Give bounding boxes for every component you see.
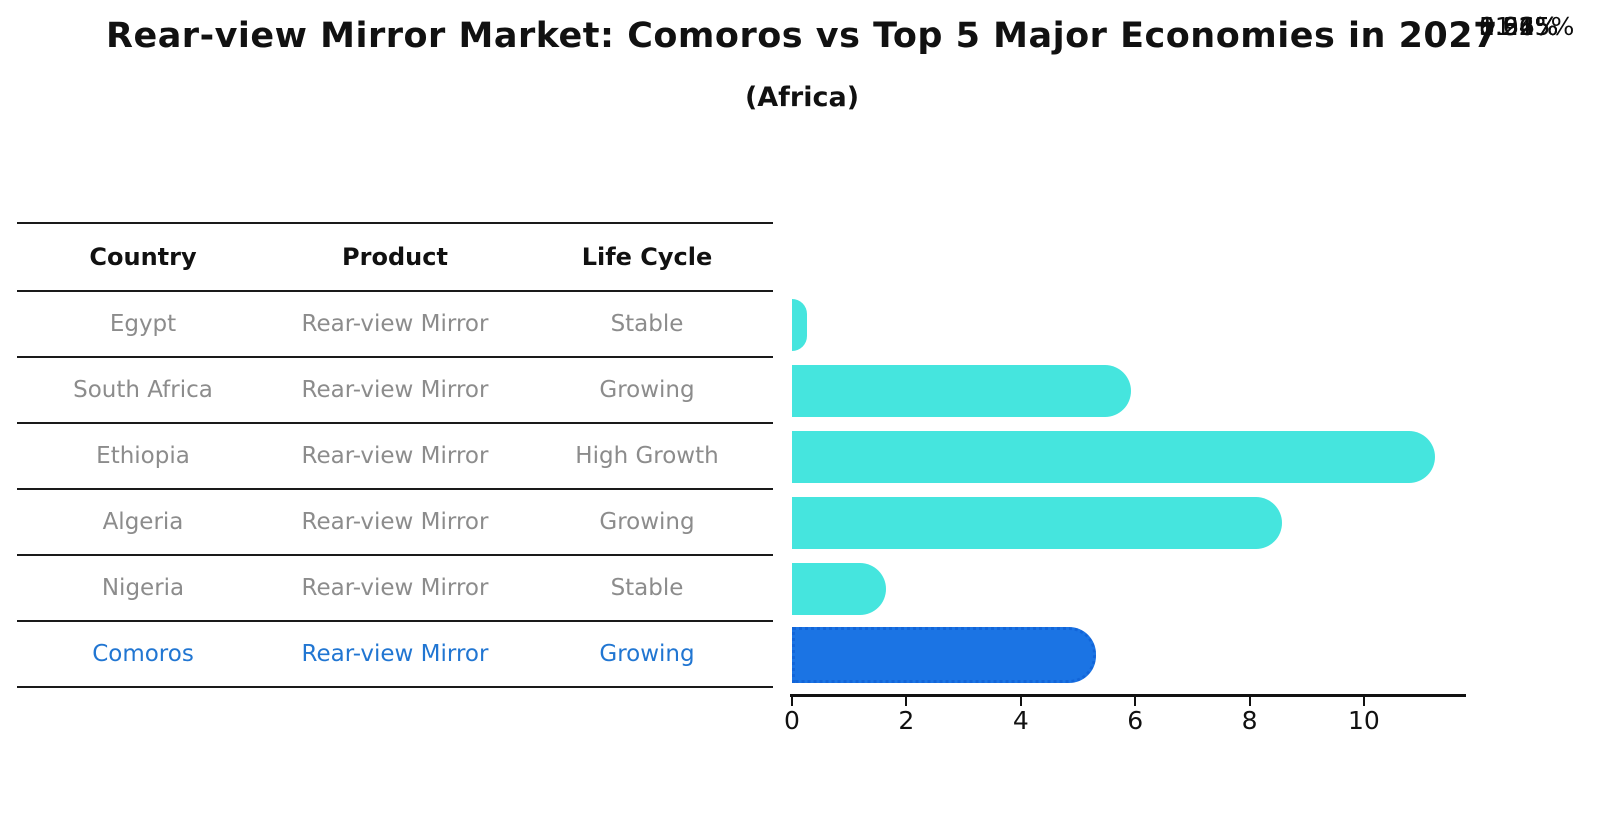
table-row-ethiopia: Ethiopia Rear-view Mirror High Growth [17,424,773,490]
table-row-south-africa: South Africa Rear-view Mirror Growing [17,358,773,424]
country-cell: Algeria [102,509,184,535]
axis-tick [1362,697,1365,706]
life-cycle-cell: Growing [599,377,695,403]
axis-tick-label: 0 [784,706,800,735]
table-header-life-cycle: Life Cycle [581,243,713,271]
axis-tick-label: 10 [1348,706,1380,735]
product-cell: Rear-view Mirror [301,641,489,667]
bar-algeria [792,497,1282,549]
country-cell: Comoros [92,641,194,667]
chart-title: Rear-view Mirror Market: Comoros vs Top … [106,16,1498,56]
axis-tick-label: 6 [1127,706,1144,735]
value-label-nigeria: 1.64% [1479,11,1559,41]
chart-subtitle: (Africa) [744,82,860,113]
country-cell: South Africa [73,377,213,403]
bar-south-africa [792,365,1131,417]
country-cell: Ethiopia [96,443,190,469]
bar-egypt [792,299,807,351]
product-cell: Rear-view Mirror [301,509,489,535]
country-cell: Egypt [109,311,177,337]
bar-nigeria [792,563,886,615]
axis-tick-label: 8 [1241,706,1258,735]
value-label-ethiopia: 11.25% [1479,11,1575,41]
product-cell: Rear-view Mirror [301,377,489,403]
table-row-comoros: Comoros Rear-view Mirror Growing [17,622,773,688]
axis-tick [791,697,793,706]
table-header-country: Country [89,243,197,271]
life-cycle-cell: Stable [610,311,684,337]
life-cycle-cell: Growing [599,509,695,535]
country-table: Country Product Life Cycle Egypt Rear-vi… [17,222,773,688]
life-cycle-cell: High Growth [575,443,719,469]
axis-tick-label: 4 [1012,706,1029,735]
axis-tick [1248,697,1251,706]
x-axis-line [790,694,1466,697]
bar-ethiopia [792,431,1436,483]
axis-tick [905,697,908,706]
value-label-algeria: 8.56% [1479,11,1559,41]
product-cell: Rear-view Mirror [301,575,489,601]
value-label-south-africa: 5.92% [1479,11,1559,41]
product-cell: Rear-view Mirror [301,443,489,469]
value-label-comoros: 5.31% [1479,11,1559,41]
table-row-nigeria: Nigeria Rear-view Mirror Stable [17,556,773,622]
axis-tick [1019,697,1022,706]
bar-comoros-highlighted [792,627,1096,683]
bar-plot [792,292,1464,694]
table-header-product: Product [342,243,448,271]
value-label-egypt: 0.26% [1479,11,1559,41]
table-header-row: Country Product Life Cycle [17,224,773,292]
life-cycle-cell: Growing [599,641,695,667]
life-cycle-cell: Stable [610,575,684,601]
country-cell: Nigeria [101,575,185,601]
axis-tick-label: 2 [898,706,915,735]
table-row-egypt: Egypt Rear-view Mirror Stable [17,292,773,358]
axis-tick [1134,697,1137,706]
product-cell: Rear-view Mirror [301,311,489,337]
table-row-algeria: Algeria Rear-view Mirror Growing [17,490,773,556]
